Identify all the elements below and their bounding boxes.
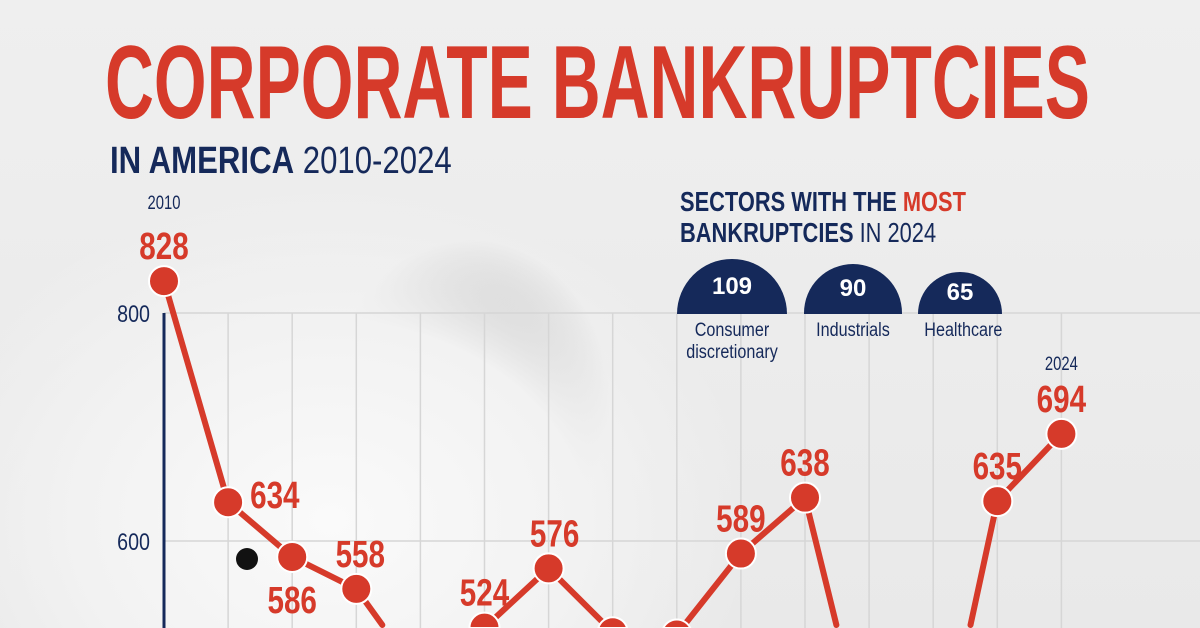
data-point-2020 [789, 481, 821, 514]
sectors-heading-part3: IN 2024 [859, 217, 937, 248]
data-label: 694 [1037, 378, 1086, 420]
page-title: CORPORATE BANKRUPTCIES [105, 30, 1090, 130]
sector-dome: 90 [804, 264, 902, 314]
sectors-heading: SECTORS WITH THE MOST BANKRUPTCIES IN 20… [680, 186, 966, 248]
data-point-2015 [468, 611, 501, 628]
sectors-heading-part1: SECTORS WITH THE [680, 186, 897, 217]
data-label: 589 [716, 498, 765, 540]
subtitle-years: 2010-2024 [302, 140, 452, 182]
data-point-2016 [532, 552, 565, 585]
series-line-segment [967, 498, 1001, 628]
sector-value: 109 [711, 272, 753, 300]
data-label: 635 [973, 446, 1022, 488]
piggy-bank-nostril [236, 548, 258, 570]
data-point-2024 [1045, 417, 1078, 450]
data-label: 558 [336, 533, 385, 575]
subtitle-region: IN AMERICA [110, 140, 295, 182]
sector-value: 90 [839, 275, 867, 302]
sector-industrials: 90 Industrials [804, 264, 902, 342]
page-title-wrapper: CORPORATE BANKRUPTCIES [105, 30, 1090, 130]
data-label: 586 [267, 580, 316, 622]
data-point-2012 [276, 540, 309, 573]
data-point-2019 [724, 537, 757, 570]
data-point-2018 [662, 618, 692, 628]
data-label: 828 [139, 226, 188, 268]
data-label: 576 [530, 513, 579, 555]
data-point-2017 [597, 616, 629, 628]
page-subtitle: IN AMERICA 2010-2024 [110, 140, 452, 183]
year-label-last: 2024 [1045, 353, 1078, 374]
data-label: 524 [460, 572, 509, 614]
data-label: 634 [250, 475, 299, 517]
sector-dome: 109 [677, 259, 787, 314]
sectors-heading-highlight: MOST [902, 186, 966, 217]
data-label: 638 [780, 442, 829, 484]
sector-healthcare: 65 Healthcare [918, 272, 1002, 342]
sector-consumer-discretionary: 109 Consumer discretionary [677, 259, 787, 364]
y-tick-label: 600 [117, 528, 150, 555]
data-point-2013 [340, 572, 373, 605]
sector-label: Consumer discretionary [686, 320, 778, 363]
series-line-segment [161, 278, 232, 506]
data-point-2011 [212, 486, 245, 519]
y-tick-label: 800 [117, 300, 150, 327]
data-point-2010 [148, 265, 180, 298]
sector-label: Healthcare [924, 320, 1003, 341]
sector-value: 65 [946, 279, 974, 306]
year-label-first: 2010 [148, 192, 181, 213]
data-point-2023 [981, 485, 1014, 518]
sectors-heading-part2: BANKRUPTCIES [680, 217, 854, 248]
sector-dome: 65 [918, 272, 1002, 314]
sector-label: Industrials [816, 320, 890, 341]
series-line-segment [802, 494, 840, 628]
